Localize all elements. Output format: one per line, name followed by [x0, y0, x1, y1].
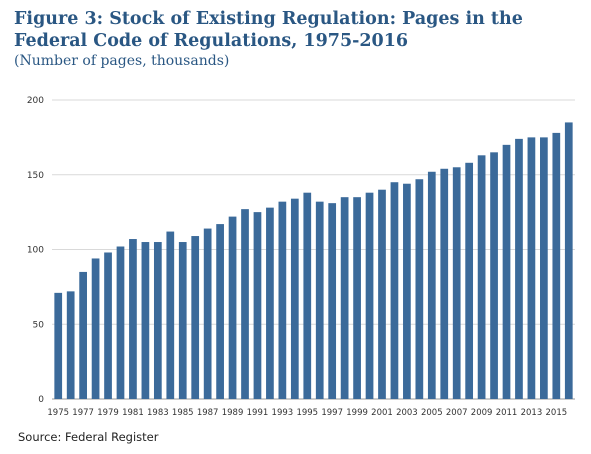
bar-1986 [191, 236, 200, 399]
x-tick-label: 1997 [321, 408, 343, 418]
bar-1991 [253, 212, 262, 399]
x-tick-label: 1993 [272, 408, 294, 418]
x-tick-label: 1995 [296, 408, 318, 418]
chart-subtitle: (Number of pages, thousands) [14, 53, 230, 69]
bar-1997 [328, 203, 337, 399]
bar-2015 [552, 132, 561, 399]
y-tick-label: 0 [38, 395, 44, 405]
x-tick-label: 1987 [197, 408, 219, 418]
x-tick-label: 1985 [172, 408, 194, 418]
x-axis-ticks: 1975 1977 1979 1981 1983 1985 1987 1989 1991 1993… [47, 408, 567, 418]
bar-1982 [141, 242, 150, 399]
x-tick-label: 2015 [546, 408, 568, 418]
y-tick-label: 50 [33, 320, 45, 330]
bar-1979 [104, 252, 112, 399]
bars [54, 122, 573, 400]
bar-1989 [228, 216, 237, 399]
bar-1999 [353, 197, 361, 399]
bar-1983 [153, 242, 162, 399]
bar-1993 [278, 201, 287, 399]
bar-1992 [266, 207, 274, 399]
bar-2006 [440, 168, 449, 399]
bar-2011 [502, 144, 511, 399]
bar-1987 [203, 228, 212, 399]
x-tick-label: 1975 [47, 408, 69, 418]
bar-2016 [564, 122, 573, 400]
bar-1996 [315, 201, 324, 399]
bar-2007 [452, 167, 461, 399]
x-tick-label: 2001 [371, 408, 393, 418]
y-tick-label: 200 [27, 96, 44, 106]
bar-1988 [216, 224, 224, 399]
bar-1977 [79, 271, 87, 399]
y-axis-ticks: 0 50 100 150 200 [27, 96, 44, 405]
bar-2005 [427, 171, 436, 399]
bar-2013 [527, 137, 536, 399]
bar-2003 [403, 183, 411, 399]
bar-2000 [365, 192, 374, 399]
x-tick-label: 1981 [122, 408, 144, 418]
bar-2009 [477, 155, 486, 399]
x-tick-label: 1983 [147, 408, 169, 418]
x-tick-label: 2013 [521, 408, 543, 418]
chart-title: Figure 3: Stock of Existing Regulation: … [14, 9, 523, 51]
x-tick-label: 1989 [222, 408, 244, 418]
bar-1984 [166, 231, 175, 399]
bar-1978 [91, 258, 100, 399]
x-tick-label: 1977 [72, 408, 94, 418]
x-tick-label: 2005 [421, 408, 443, 418]
bar-1995 [303, 192, 312, 399]
bar-1976 [66, 291, 75, 399]
bar-1998 [340, 197, 349, 399]
x-tick-label: 2011 [496, 408, 518, 418]
x-tick-label: 2009 [471, 408, 493, 418]
bar-1990 [241, 209, 249, 399]
bar-1980 [116, 246, 125, 399]
bar-2014 [540, 137, 548, 399]
bar-1975 [54, 292, 63, 399]
x-tick-label: 1979 [97, 408, 119, 418]
source-note: Source: Federal Register [18, 430, 159, 444]
x-tick-label: 2007 [446, 408, 468, 418]
y-tick-label: 150 [27, 171, 44, 181]
bar-1981 [129, 239, 137, 399]
bar-2012 [515, 138, 523, 399]
gridlines [52, 99, 575, 400]
bar-2001 [378, 189, 386, 399]
x-tick-label: 2003 [396, 408, 418, 418]
bar-2004 [415, 179, 424, 399]
bar-1994 [290, 198, 299, 399]
y-tick-label: 100 [27, 246, 44, 256]
x-tick-label: 1999 [346, 408, 368, 418]
bar-2010 [490, 152, 498, 399]
bar-1985 [178, 242, 187, 399]
x-tick-label: 1991 [247, 408, 269, 418]
bar-2008 [465, 162, 474, 399]
bar-2002 [390, 182, 399, 399]
